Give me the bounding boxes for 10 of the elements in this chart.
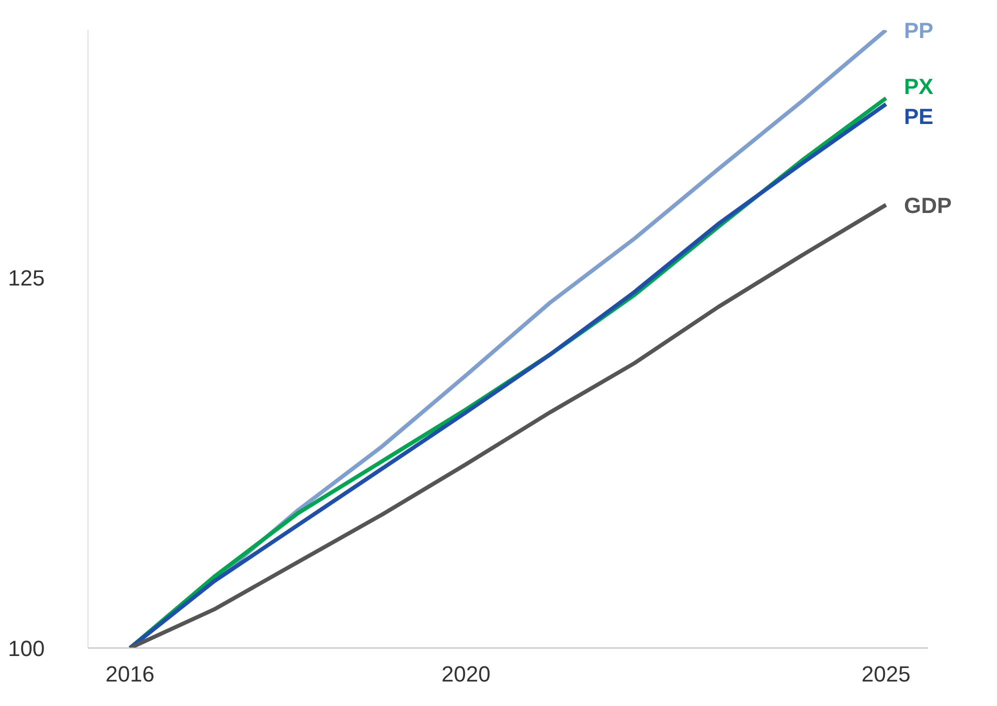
series-label: PE [904, 104, 934, 130]
x-tick-label: 2025 [862, 662, 910, 687]
x-tick-label: 2020 [442, 662, 490, 687]
y-tick-label: 100 [8, 636, 45, 661]
series-label: PX [904, 74, 934, 100]
y-tick-label: 125 [8, 265, 45, 290]
x-tick-label: 2016 [106, 662, 154, 687]
series-label: PP [904, 18, 934, 43]
line-series [128, 202, 888, 648]
series-label: GDP [904, 192, 952, 218]
